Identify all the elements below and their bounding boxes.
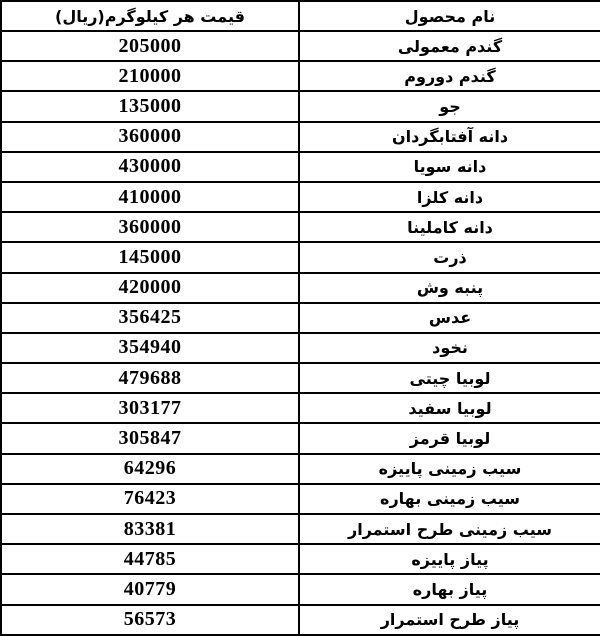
table-row: 135000 جو (0, 90, 600, 123)
price-cell: 479688 (0, 362, 300, 395)
product-name-cell: سیب زمینی طرح استمرار (298, 512, 600, 546)
price-cell: 44785 (0, 543, 300, 576)
product-name-cell: دانه کاملینا (298, 211, 600, 244)
table-row: 305847 لوبیا قرمز (0, 422, 600, 455)
product-name-cell: نخود (298, 331, 600, 365)
table-row: 410000 دانه کلزا (0, 180, 600, 214)
table-row: 210000 گندم دوروم (0, 60, 600, 93)
price-cell: 420000 (0, 271, 300, 304)
price-cell: 360000 (0, 120, 300, 153)
price-cell: 210000 (0, 60, 300, 93)
product-name-cell: گندم دوروم (298, 60, 600, 93)
price-cell: 356425 (0, 301, 300, 334)
product-name-cell: دانه سویا (298, 150, 600, 183)
price-cell: 205000 (0, 29, 300, 63)
product-name-cell: لوبیا سفید (298, 392, 600, 425)
table-row: 83381 سیب زمینی طرح استمرار (0, 512, 600, 546)
product-name-cell: لوبیا چیتی (298, 362, 600, 395)
price-cell: 305847 (0, 422, 300, 455)
table-row: 430000 دانه سویا (0, 150, 600, 183)
price-cell: 430000 (0, 150, 300, 183)
price-cell: 360000 (0, 211, 300, 244)
price-cell: 410000 (0, 180, 300, 214)
price-column-header: قیمت هر کیلوگرم(ریال) (0, 0, 300, 32)
product-name-cell: دانه آفتابگردان (298, 120, 600, 153)
table-row: 303177 لوبیا سفید (0, 392, 600, 425)
table-row: 420000 پنبه وش (0, 271, 600, 304)
table-row: 360000 دانه کاملینا (0, 211, 600, 244)
table-row: 356425 عدس (0, 301, 600, 334)
price-cell: 303177 (0, 392, 300, 425)
table-row: 205000 گندم معمولی (0, 29, 600, 63)
product-name-cell: سیب زمینی بهاره (298, 482, 600, 516)
product-name-cell: پیاز پاییزه (298, 543, 600, 576)
table-row: 145000 ذرت (0, 241, 600, 274)
table-row: 354940 نخود (0, 331, 600, 365)
price-cell: 76423 (0, 482, 300, 516)
price-cell: 135000 (0, 90, 300, 123)
table-row: 360000 دانه آفتابگردان (0, 120, 600, 153)
product-name-cell: سیب زمینی پاییزه (298, 452, 600, 485)
product-name-cell: ذرت (298, 241, 600, 274)
price-cell: 40779 (0, 573, 300, 606)
product-name-cell: دانه کلزا (298, 180, 600, 214)
product-name-cell: جو (298, 90, 600, 123)
product-name-cell: پیاز بهاره (298, 573, 600, 606)
price-cell: 64296 (0, 452, 300, 485)
table-row: 44785 پیاز پاییزه (0, 543, 600, 576)
table-header-row: قیمت هر کیلوگرم(ریال) نام محصول (0, 0, 600, 32)
price-cell: 83381 (0, 512, 300, 546)
table-row: 64296 سیب زمینی پاییزه (0, 452, 600, 485)
product-name-column-header: نام محصول (298, 0, 600, 32)
product-name-cell: پنبه وش (298, 271, 600, 304)
table-row: 479688 لوبیا چیتی (0, 362, 600, 395)
table-row: 56573 پیاز طرح استمرار (0, 603, 600, 636)
product-name-cell: عدس (298, 301, 600, 334)
price-cell: 56573 (0, 603, 300, 636)
product-name-cell: لوبیا قرمز (298, 422, 600, 455)
product-name-cell: پیاز طرح استمرار (298, 603, 600, 636)
product-name-cell: گندم معمولی (298, 29, 600, 63)
table-row: 76423 سیب زمینی بهاره (0, 482, 600, 516)
price-cell: 354940 (0, 331, 300, 365)
price-cell: 145000 (0, 241, 300, 274)
table-row: 40779 پیاز بهاره (0, 573, 600, 606)
